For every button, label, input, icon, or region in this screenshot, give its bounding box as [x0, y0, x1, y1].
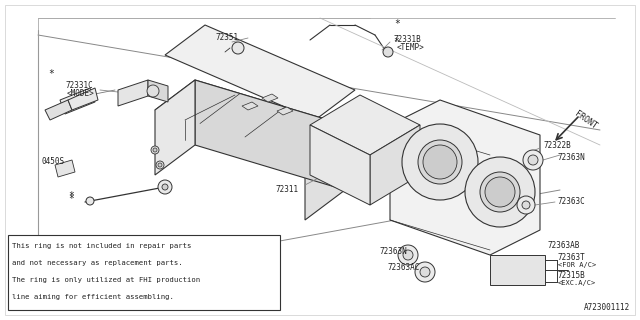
Text: 72331B: 72331B: [393, 36, 420, 44]
Polygon shape: [390, 100, 540, 255]
Circle shape: [232, 42, 244, 54]
Text: *: *: [394, 19, 400, 29]
Text: 0450S: 0450S: [42, 157, 65, 166]
Circle shape: [156, 161, 164, 169]
Text: *: *: [393, 37, 399, 47]
Text: 72363AB: 72363AB: [548, 241, 580, 250]
Circle shape: [147, 85, 159, 97]
Polygon shape: [55, 160, 75, 177]
Polygon shape: [165, 25, 355, 120]
Text: 72363N: 72363N: [380, 247, 408, 257]
Circle shape: [415, 262, 435, 282]
Circle shape: [398, 245, 418, 265]
Text: 72315B: 72315B: [558, 270, 586, 279]
Circle shape: [151, 146, 159, 154]
Text: line aiming for efficient assembling.: line aiming for efficient assembling.: [12, 294, 173, 300]
Polygon shape: [490, 255, 545, 285]
Text: 72322B: 72322B: [543, 140, 571, 149]
Circle shape: [158, 163, 162, 167]
Circle shape: [517, 196, 535, 214]
Text: and not necessary as replacement parts.: and not necessary as replacement parts.: [12, 260, 182, 266]
Polygon shape: [155, 80, 195, 175]
Text: <MODE>: <MODE>: [67, 90, 95, 99]
Text: *: *: [48, 69, 54, 79]
Circle shape: [383, 47, 393, 57]
Circle shape: [153, 148, 157, 152]
Circle shape: [418, 140, 462, 184]
Text: <TEMP>: <TEMP>: [397, 44, 425, 52]
Circle shape: [480, 172, 520, 212]
Circle shape: [420, 267, 430, 277]
Polygon shape: [195, 80, 345, 190]
Circle shape: [158, 180, 172, 194]
Polygon shape: [370, 125, 420, 205]
Polygon shape: [155, 80, 345, 155]
Text: 72351: 72351: [215, 34, 238, 43]
Polygon shape: [277, 107, 293, 115]
Circle shape: [523, 150, 543, 170]
Polygon shape: [60, 88, 95, 114]
Circle shape: [485, 177, 515, 207]
Circle shape: [403, 250, 413, 260]
Polygon shape: [242, 102, 258, 110]
Text: FRONT: FRONT: [573, 109, 598, 131]
Circle shape: [162, 184, 168, 190]
Text: 72331C: 72331C: [65, 81, 93, 90]
Text: 72363C: 72363C: [558, 197, 586, 206]
Circle shape: [528, 155, 538, 165]
Polygon shape: [148, 80, 168, 102]
Text: 72363N: 72363N: [558, 154, 586, 163]
Polygon shape: [310, 125, 370, 205]
Bar: [8, 235, 280, 310]
Circle shape: [522, 201, 530, 209]
Polygon shape: [262, 94, 278, 102]
Polygon shape: [45, 100, 72, 120]
Text: The ring is only utilized at FHI production: The ring is only utilized at FHI product…: [12, 277, 200, 283]
Text: 72311: 72311: [275, 186, 298, 195]
Circle shape: [465, 157, 535, 227]
Text: This ring is not included in repair parts: This ring is not included in repair part…: [12, 243, 191, 249]
Circle shape: [86, 197, 94, 205]
Polygon shape: [305, 125, 345, 220]
Text: 72363T: 72363T: [558, 252, 586, 261]
Text: <FOR A/C>: <FOR A/C>: [558, 262, 596, 268]
Text: <EXC.A/C>: <EXC.A/C>: [558, 280, 596, 286]
Polygon shape: [118, 80, 148, 106]
Circle shape: [423, 145, 457, 179]
Text: *: *: [68, 194, 74, 204]
Text: A723001112: A723001112: [584, 303, 630, 312]
Polygon shape: [310, 95, 420, 155]
Text: *: *: [68, 191, 74, 201]
Text: 72363AC: 72363AC: [388, 263, 420, 273]
Polygon shape: [68, 88, 98, 110]
Circle shape: [402, 124, 478, 200]
